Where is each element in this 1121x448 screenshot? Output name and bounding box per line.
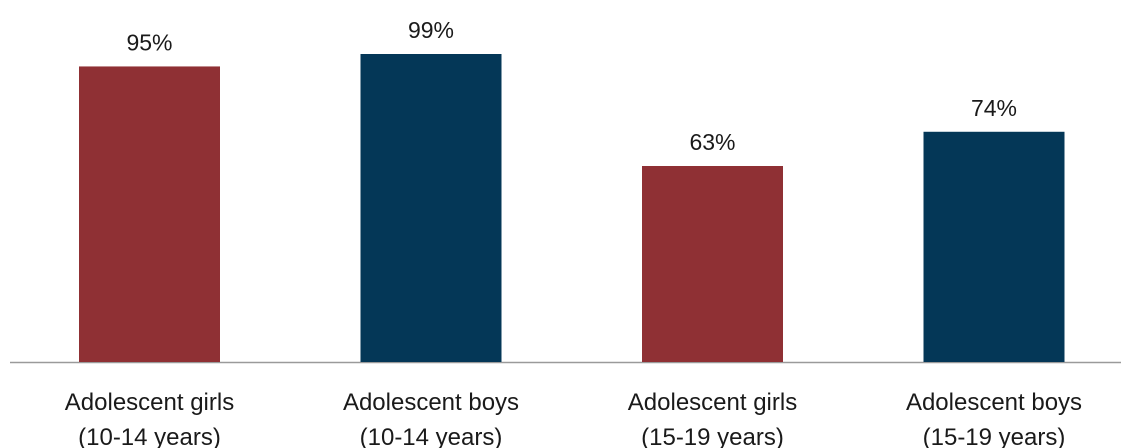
data-label-4: 74%	[971, 95, 1017, 121]
category-label-1-line-2: (10-14 years)	[78, 424, 221, 448]
bar-2	[360, 54, 502, 362]
bar-1	[79, 66, 220, 362]
data-label-2: 99%	[408, 17, 454, 43]
category-label-4-line-2: (15-19 years)	[923, 424, 1066, 448]
category-label-3-line-2: (15-19 years)	[641, 424, 784, 448]
bar-4	[923, 131, 1065, 362]
data-label-1: 95%	[126, 29, 172, 55]
category-label-3-line-1: Adolescent girls	[628, 389, 797, 416]
category-label-4-line-1: Adolescent boys	[906, 389, 1082, 416]
bar-3	[642, 166, 783, 362]
category-label-1-line-1: Adolescent girls	[65, 389, 234, 416]
category-label-2-line-1: Adolescent boys	[343, 389, 519, 416]
data-label-3: 63%	[689, 129, 735, 155]
category-label-2-line-2: (10-14 years)	[360, 424, 503, 448]
